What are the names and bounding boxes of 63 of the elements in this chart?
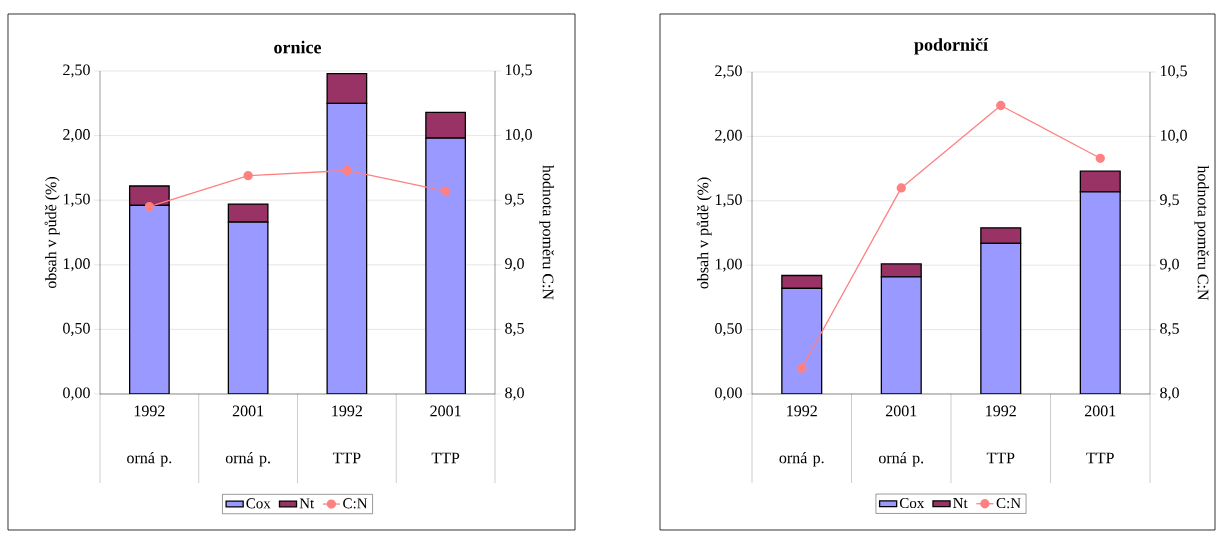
y-tick-label: 2,50 bbox=[715, 65, 742, 79]
category-label: 1992 orná p. bbox=[779, 405, 824, 467]
point bbox=[342, 165, 352, 176]
bar bbox=[781, 287, 823, 394]
bar bbox=[880, 263, 922, 278]
y-tick-label: 0,50 bbox=[715, 323, 742, 337]
category-label: 2001 TTP bbox=[430, 405, 461, 464]
y-tick-label: 2,00 bbox=[63, 129, 90, 143]
point bbox=[797, 363, 807, 373]
bar bbox=[880, 276, 922, 394]
bar bbox=[1079, 191, 1121, 394]
legend-label: Cox bbox=[246, 498, 271, 509]
y2-tick-label: 8,0 bbox=[505, 387, 524, 401]
y2-tick-label: 10,5 bbox=[505, 64, 532, 78]
bar bbox=[326, 102, 368, 394]
y-axis-title: obsah v půdě (%) bbox=[696, 177, 712, 289]
category-label: 2001 orná p. bbox=[878, 405, 924, 467]
y2-tick-label: 9,5 bbox=[505, 193, 524, 207]
y-tick-label: 1,00 bbox=[715, 258, 742, 272]
point bbox=[243, 171, 253, 181]
y-tick-label: 0,00 bbox=[63, 387, 90, 401]
category-label: 1992 orná p. bbox=[127, 405, 172, 467]
y-tick-label: 0,50 bbox=[63, 322, 90, 336]
y2-tick-label: 9,5 bbox=[1160, 194, 1179, 208]
point bbox=[996, 100, 1006, 111]
legend-label: Nt bbox=[299, 498, 315, 509]
point bbox=[896, 183, 906, 193]
y-tick-label: 1,00 bbox=[63, 258, 90, 272]
y2-tick-label: 10,0 bbox=[1160, 129, 1187, 143]
y2-tick-label: 8,0 bbox=[1160, 387, 1179, 401]
y2-tick-label: 10,5 bbox=[1160, 65, 1187, 79]
y2-tick-label: 8,5 bbox=[505, 322, 524, 336]
chart-title: ornice bbox=[274, 40, 322, 54]
category-label: 1992 TTP bbox=[332, 405, 362, 464]
category-label: 1992 TTP bbox=[986, 405, 1016, 464]
legend-label: C:N bbox=[343, 498, 368, 509]
y2-axis-title: hodnota poměru C:N bbox=[1194, 165, 1209, 301]
category-label: 2001 orná p. bbox=[225, 405, 270, 467]
y2-tick-label: 10,0 bbox=[505, 129, 532, 143]
y2-tick-label: 9,0 bbox=[1160, 258, 1179, 272]
category-label: 2001 TTP bbox=[1084, 405, 1116, 464]
y-tick-label: 1,50 bbox=[715, 194, 742, 208]
point bbox=[144, 202, 155, 212]
bar bbox=[227, 221, 269, 394]
point bbox=[1095, 153, 1105, 163]
bar bbox=[980, 242, 1022, 394]
y-tick-label: 2,50 bbox=[63, 64, 90, 78]
legend-label: C:N bbox=[996, 498, 1021, 509]
y-tick-label: 1,50 bbox=[63, 193, 90, 207]
y2-tick-label: 9,0 bbox=[505, 258, 524, 272]
point bbox=[440, 186, 451, 196]
y2-tick-label: 8,5 bbox=[1160, 323, 1179, 337]
legend-label: Nt bbox=[953, 498, 968, 509]
bar bbox=[425, 137, 467, 394]
y-tick-label: 0,00 bbox=[715, 387, 742, 401]
bar bbox=[980, 227, 1022, 244]
bar bbox=[227, 203, 269, 223]
y2-axis-title: hodnota poměru C:N bbox=[539, 165, 554, 300]
bar bbox=[128, 204, 170, 394]
legend-label: Cox bbox=[899, 498, 925, 509]
y-tick-label: 2,00 bbox=[715, 129, 742, 143]
chart-title: podorničí bbox=[914, 37, 989, 55]
y-axis-title: obsah v půdě (%) bbox=[44, 177, 60, 289]
